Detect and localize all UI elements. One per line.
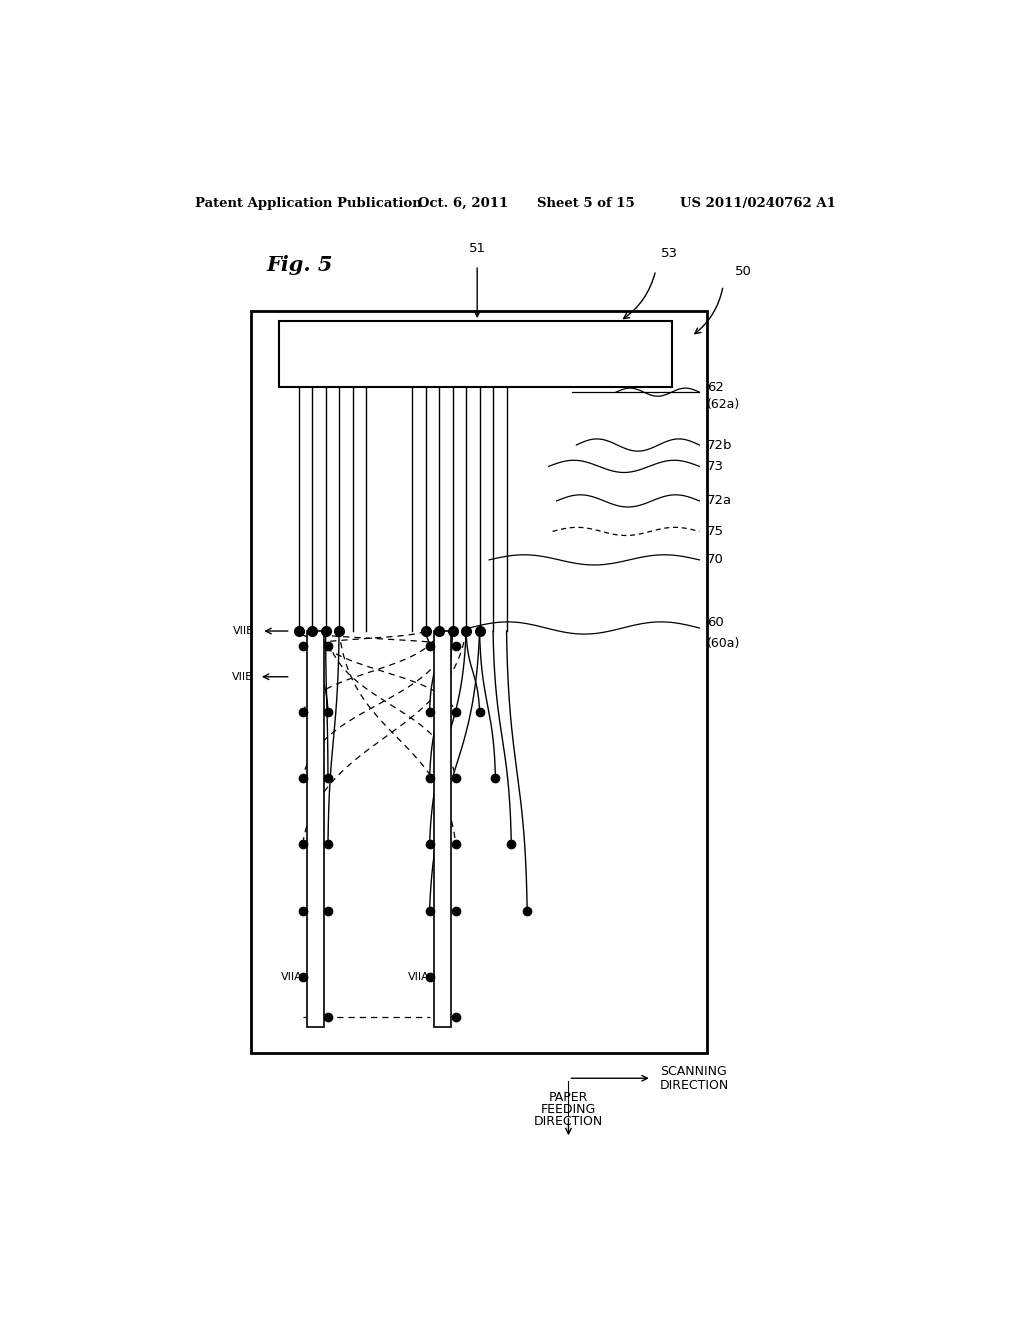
Text: 51: 51 xyxy=(469,242,485,255)
Text: SCANNING: SCANNING xyxy=(659,1065,726,1077)
Text: US 2011/0240762 A1: US 2011/0240762 A1 xyxy=(680,197,836,210)
Text: Sheet 5 of 15: Sheet 5 of 15 xyxy=(537,197,635,210)
Text: 62: 62 xyxy=(708,380,724,393)
Text: 72a: 72a xyxy=(708,495,732,507)
Text: 75: 75 xyxy=(708,525,724,539)
Bar xyxy=(251,312,708,1053)
Text: Patent Application Publication: Patent Application Publication xyxy=(196,197,422,210)
Text: VIIA: VIIA xyxy=(281,972,303,982)
Text: 50: 50 xyxy=(735,265,752,279)
Text: Oct. 6, 2011: Oct. 6, 2011 xyxy=(418,197,508,210)
Text: DIRECTION: DIRECTION xyxy=(659,1078,729,1092)
Text: 70: 70 xyxy=(708,553,724,566)
Text: VIIB: VIIB xyxy=(233,626,255,636)
Text: FEEDING: FEEDING xyxy=(541,1102,596,1115)
Text: (62a): (62a) xyxy=(708,397,740,411)
Bar xyxy=(433,631,451,1027)
Text: DIRECTION: DIRECTION xyxy=(534,1115,603,1129)
Text: 60: 60 xyxy=(708,616,724,630)
Text: 73: 73 xyxy=(708,459,724,473)
Text: 72b: 72b xyxy=(708,438,733,451)
Text: Fig. 5: Fig. 5 xyxy=(267,255,333,275)
Bar xyxy=(306,631,324,1027)
Text: VIIB: VIIB xyxy=(231,672,253,681)
Text: (60a): (60a) xyxy=(708,636,740,649)
Text: 53: 53 xyxy=(662,247,678,260)
Bar xyxy=(279,321,672,387)
Text: VIIA: VIIA xyxy=(408,972,430,982)
Text: PAPER: PAPER xyxy=(549,1090,588,1104)
